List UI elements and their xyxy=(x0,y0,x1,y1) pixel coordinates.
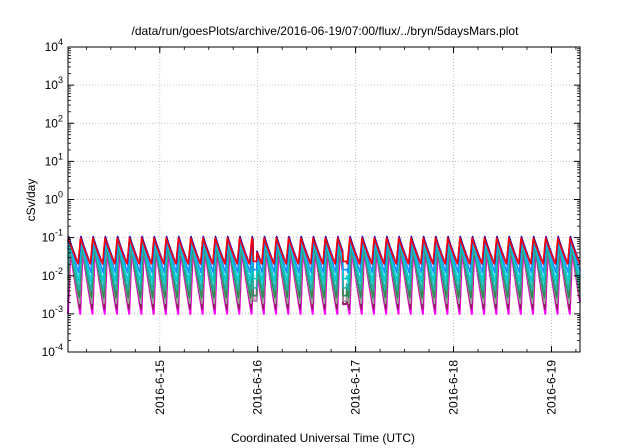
x-tick-label: 2016-6-17 xyxy=(349,360,363,415)
y-tick-label: 10-1 xyxy=(42,228,63,245)
y-tick-label: 10-4 xyxy=(42,342,63,359)
chart-title: /data/run/goesPlots/archive/2016-06-19/0… xyxy=(132,24,520,38)
x-tick-label: 2016-6-16 xyxy=(251,360,265,415)
y-tick-label: 104 xyxy=(45,37,63,54)
y-tick-label: 10-2 xyxy=(42,266,63,283)
x-axis-label: Coordinated Universal Time (UTC) xyxy=(231,431,415,445)
x-tick-label: 2016-6-15 xyxy=(153,360,167,415)
series-line xyxy=(67,237,581,265)
y-tick-label: 102 xyxy=(45,113,63,130)
x-tick-label: 2016-6-18 xyxy=(447,360,461,415)
x-tick-label: 2016-6-19 xyxy=(544,360,558,415)
y-tick-label: 10-3 xyxy=(42,304,63,321)
x-axis: 2016-6-15 2016-6-16 2016-6-17 2016-6-18 2016… xyxy=(85,47,577,415)
y-axis: 10-4 10-3 10-2 10-1 100 101 102 103 104 xyxy=(42,37,580,359)
y-axis-label: cSv/day xyxy=(24,179,38,222)
plot-area xyxy=(67,46,581,353)
y-tick-label: 103 xyxy=(45,75,63,92)
y-tick-label: 101 xyxy=(45,151,63,168)
y-tick-label: 100 xyxy=(45,190,63,207)
